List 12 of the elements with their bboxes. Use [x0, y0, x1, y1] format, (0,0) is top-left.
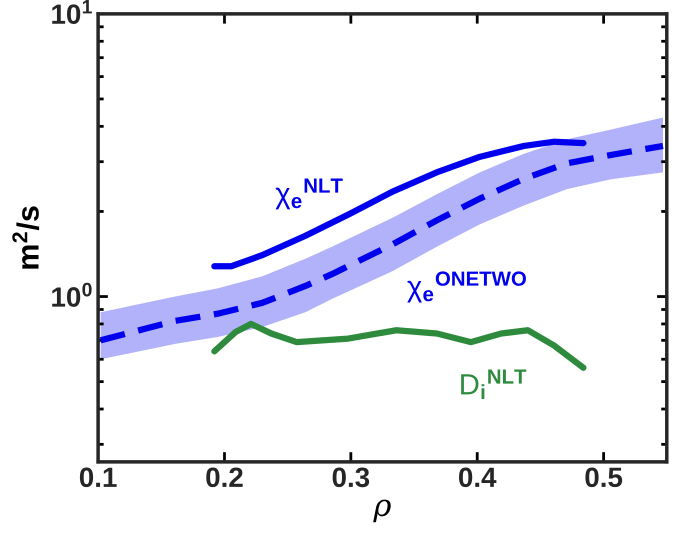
- x-tick-label: 0.1: [80, 468, 117, 488]
- x-tick-label: 0.2: [206, 468, 243, 488]
- series-label: D$_{i}$$^{NLT}$: [461, 370, 526, 399]
- y-axis-title: m$^{2}$/s: [12, 206, 40, 269]
- y-tick-label: 10$^{0}$: [52, 282, 92, 307]
- x-tick-label: 0.5: [585, 468, 622, 488]
- y-tick-label: 10$^{1}$: [52, 0, 92, 24]
- series-label: χ$_{e}$$^{NLT}$: [276, 178, 343, 210]
- x-tick-label: 0.3: [332, 468, 370, 488]
- x-tick-label: 0.4: [459, 468, 496, 488]
- series-label: χ$_{e}$$^{ONETWO}$: [407, 271, 526, 303]
- x-axis-title: ρ: [373, 500, 391, 522]
